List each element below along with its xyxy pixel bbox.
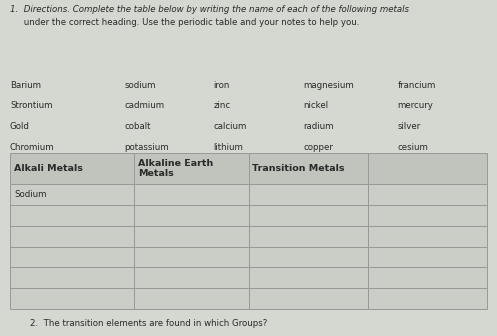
Text: Barium: Barium	[10, 81, 41, 90]
Bar	[10, 184, 134, 205]
Text: magnesium: magnesium	[303, 81, 354, 90]
Bar	[368, 184, 487, 205]
Text: Gold: Gold	[10, 122, 30, 131]
Text: cesium: cesium	[398, 143, 428, 152]
Bar	[248, 247, 368, 267]
Text: cadmium: cadmium	[124, 101, 165, 111]
Bar	[248, 205, 368, 226]
Text: calcium: calcium	[214, 122, 247, 131]
Text: Strontium: Strontium	[10, 101, 53, 111]
Text: silver: silver	[398, 122, 421, 131]
Bar	[248, 226, 368, 247]
Text: Sodium: Sodium	[14, 190, 46, 199]
Bar	[248, 288, 368, 309]
Bar	[10, 267, 134, 288]
Text: copper: copper	[303, 143, 333, 152]
Text: radium: radium	[303, 122, 333, 131]
Text: mercury: mercury	[398, 101, 433, 111]
Bar	[134, 184, 248, 205]
Bar	[10, 226, 134, 247]
Bar	[368, 267, 487, 288]
Bar	[368, 226, 487, 247]
Bar	[248, 267, 368, 288]
Bar	[134, 205, 248, 226]
Text: Transition Metals: Transition Metals	[252, 164, 345, 173]
Bar	[368, 247, 487, 267]
Bar	[248, 153, 487, 184]
Bar	[134, 153, 248, 184]
Text: Chromium: Chromium	[10, 143, 55, 152]
Bar	[368, 288, 487, 309]
Text: nickel: nickel	[303, 101, 329, 111]
Text: zinc: zinc	[214, 101, 231, 111]
Text: under the correct heading. Use the periodic table and your notes to help you.: under the correct heading. Use the perio…	[10, 18, 359, 28]
Bar	[368, 205, 487, 226]
Text: potassium: potassium	[124, 143, 169, 152]
Bar	[134, 226, 248, 247]
Text: iron: iron	[214, 81, 230, 90]
Bar	[10, 247, 134, 267]
Text: Alkaline Earth
Metals: Alkaline Earth Metals	[138, 159, 213, 178]
Text: lithium: lithium	[214, 143, 244, 152]
Bar	[10, 153, 134, 184]
Bar	[134, 288, 248, 309]
Text: Alkali Metals: Alkali Metals	[14, 164, 83, 173]
Text: cobalt: cobalt	[124, 122, 151, 131]
Bar	[248, 184, 368, 205]
Text: 2.  The transition elements are found in which Groups?: 2. The transition elements are found in …	[30, 319, 267, 328]
Text: 1.  Directions. Complete the table below by writing the name of each of the foll: 1. Directions. Complete the table below …	[10, 5, 409, 14]
Text: sodium: sodium	[124, 81, 156, 90]
Bar	[10, 288, 134, 309]
Bar	[134, 267, 248, 288]
Bar	[134, 247, 248, 267]
Bar	[10, 205, 134, 226]
Text: francium: francium	[398, 81, 436, 90]
